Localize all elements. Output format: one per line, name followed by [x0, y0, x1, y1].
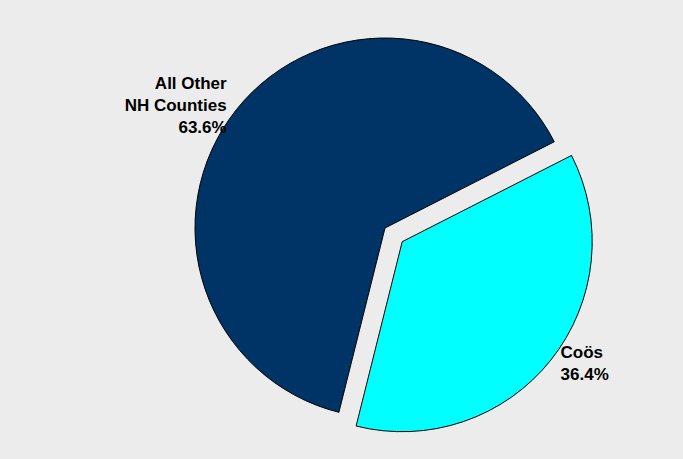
svg-text:NH Counties: NH Counties: [125, 96, 227, 115]
svg-text:All Other: All Other: [155, 74, 227, 93]
svg-text:63.6%: 63.6%: [178, 118, 226, 137]
svg-text:Coös: Coös: [561, 343, 604, 362]
svg-text:36.4%: 36.4%: [561, 365, 609, 384]
